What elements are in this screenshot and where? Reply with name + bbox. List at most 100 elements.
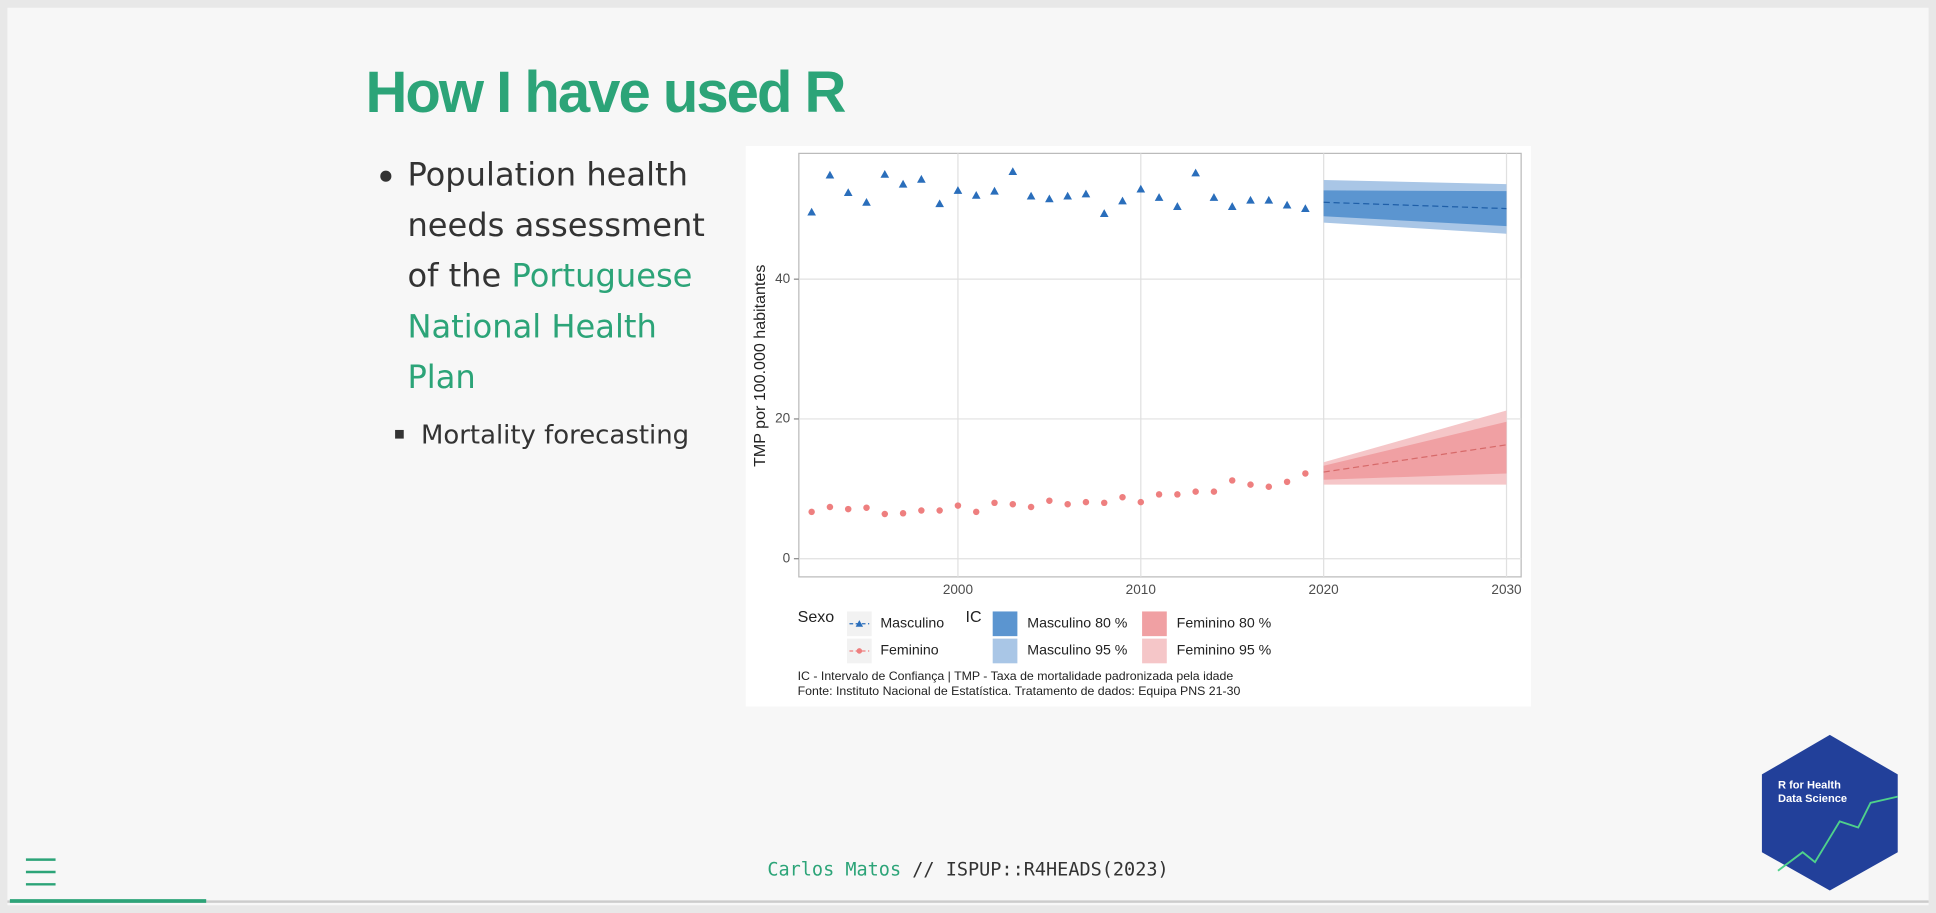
point: [843, 188, 853, 196]
point: [990, 186, 999, 195]
point: [807, 207, 816, 216]
legend-key: [1142, 638, 1167, 664]
legend-marker: [855, 620, 864, 627]
y-tick-label: 0: [783, 550, 791, 565]
point: [1227, 202, 1237, 210]
point: [1264, 195, 1274, 204]
point: [1046, 497, 1053, 504]
point: [1118, 196, 1127, 205]
interval-band: [1323, 421, 1507, 480]
y-tick-label: 20: [775, 411, 791, 426]
bullet-area: Population health needs assessment of th…: [375, 151, 733, 456]
point: [972, 508, 980, 516]
point: [1191, 168, 1200, 177]
logo-text: Data Science: [1778, 793, 1847, 805]
logo: R for Health Data Science: [1761, 734, 1898, 891]
forecast-line: [1323, 444, 1507, 473]
interval-band: [1323, 190, 1507, 227]
point: [1136, 184, 1146, 193]
legend-title: IC: [966, 608, 982, 626]
legend-label: Masculino 80 %: [1027, 616, 1128, 632]
point: [1210, 488, 1218, 495]
x-tick-label: 2030: [1491, 582, 1522, 597]
legend-label: Feminino: [880, 643, 938, 659]
point: [918, 507, 925, 514]
point: [808, 508, 815, 516]
point: [917, 174, 926, 183]
progress-bar: [9, 899, 207, 903]
point: [953, 186, 963, 194]
point: [844, 505, 852, 513]
bullet-list: Population health needs assessment of th…: [375, 151, 733, 456]
point: [1009, 500, 1017, 508]
point: [826, 503, 834, 511]
point: [971, 190, 981, 199]
legend-label: Feminino 80 %: [1177, 616, 1272, 632]
legend-label: Masculino 95 %: [1027, 643, 1128, 659]
point: [1155, 491, 1163, 498]
legend-marker: [856, 648, 863, 654]
point: [1082, 498, 1090, 506]
point: [881, 510, 889, 518]
point: [954, 502, 962, 509]
chart-caption: Fonte: Instituto Nacional de Estatística…: [798, 684, 1241, 698]
legend-label: Masculino: [880, 616, 944, 632]
y-axis-label: TMP por 100.000 habitantes: [751, 265, 769, 467]
bullet-link[interactable]: Portuguese National Health Plan: [407, 258, 693, 397]
legend-key: [992, 638, 1018, 664]
point: [825, 170, 835, 179]
sub-bullet: Mortality forecasting: [375, 414, 733, 456]
legend-key: [1142, 611, 1167, 637]
y-tick-label: 40: [775, 271, 791, 286]
slide-title: How I have used R: [365, 60, 845, 125]
point: [1099, 209, 1109, 217]
point: [1282, 200, 1292, 209]
x-tick-label: 2010: [1126, 582, 1157, 597]
point: [1081, 189, 1091, 198]
chart-caption: IC - Intervalo de Confiança | TMP - Taxa…: [798, 669, 1234, 683]
point: [1026, 191, 1036, 200]
point: [1008, 167, 1018, 176]
point: [1154, 193, 1164, 201]
x-tick-label: 2000: [943, 582, 974, 597]
point: [898, 179, 908, 188]
sub-bullet-text: Mortality forecasting: [421, 420, 690, 450]
point: [1265, 483, 1273, 490]
logo-text: R for Health: [1778, 779, 1841, 791]
point: [936, 507, 943, 514]
legend-label: Feminino 95 %: [1177, 643, 1272, 659]
point: [1137, 498, 1145, 506]
point: [1283, 478, 1291, 486]
footer-rest: // ISPUP::R4HEADS(2023): [901, 859, 1169, 880]
point: [991, 499, 998, 507]
footer: Carlos Matos // ISPUP::R4HEADS(2023): [767, 859, 1168, 880]
point: [1100, 499, 1108, 507]
point: [1064, 500, 1071, 508]
point: [1045, 194, 1054, 203]
point: [880, 170, 890, 178]
progress-track: [7, 900, 1929, 903]
point: [899, 510, 907, 517]
menu-button[interactable]: [25, 858, 56, 886]
legend-key: [992, 611, 1018, 637]
legend-title: Sexo: [798, 608, 835, 626]
x-tick-label: 2020: [1309, 582, 1340, 597]
point: [862, 197, 871, 206]
point: [1174, 491, 1181, 498]
point: [1209, 193, 1219, 201]
bullet-text: Population health needs assessment of th…: [407, 157, 705, 296]
chart: 2000 2010 2020 2030 0 20 40 TMP por 100.000 hab…: [751, 152, 1522, 698]
point: [1247, 481, 1254, 488]
point: [1119, 493, 1126, 501]
forecast-line: [1323, 201, 1507, 210]
point: [1173, 202, 1182, 210]
point: [1063, 191, 1072, 200]
footer-author: Carlos Matos: [767, 859, 901, 880]
point: [1027, 503, 1035, 511]
point: [863, 504, 870, 511]
point: [935, 199, 944, 208]
point: [1302, 470, 1309, 477]
point: [1228, 477, 1236, 484]
